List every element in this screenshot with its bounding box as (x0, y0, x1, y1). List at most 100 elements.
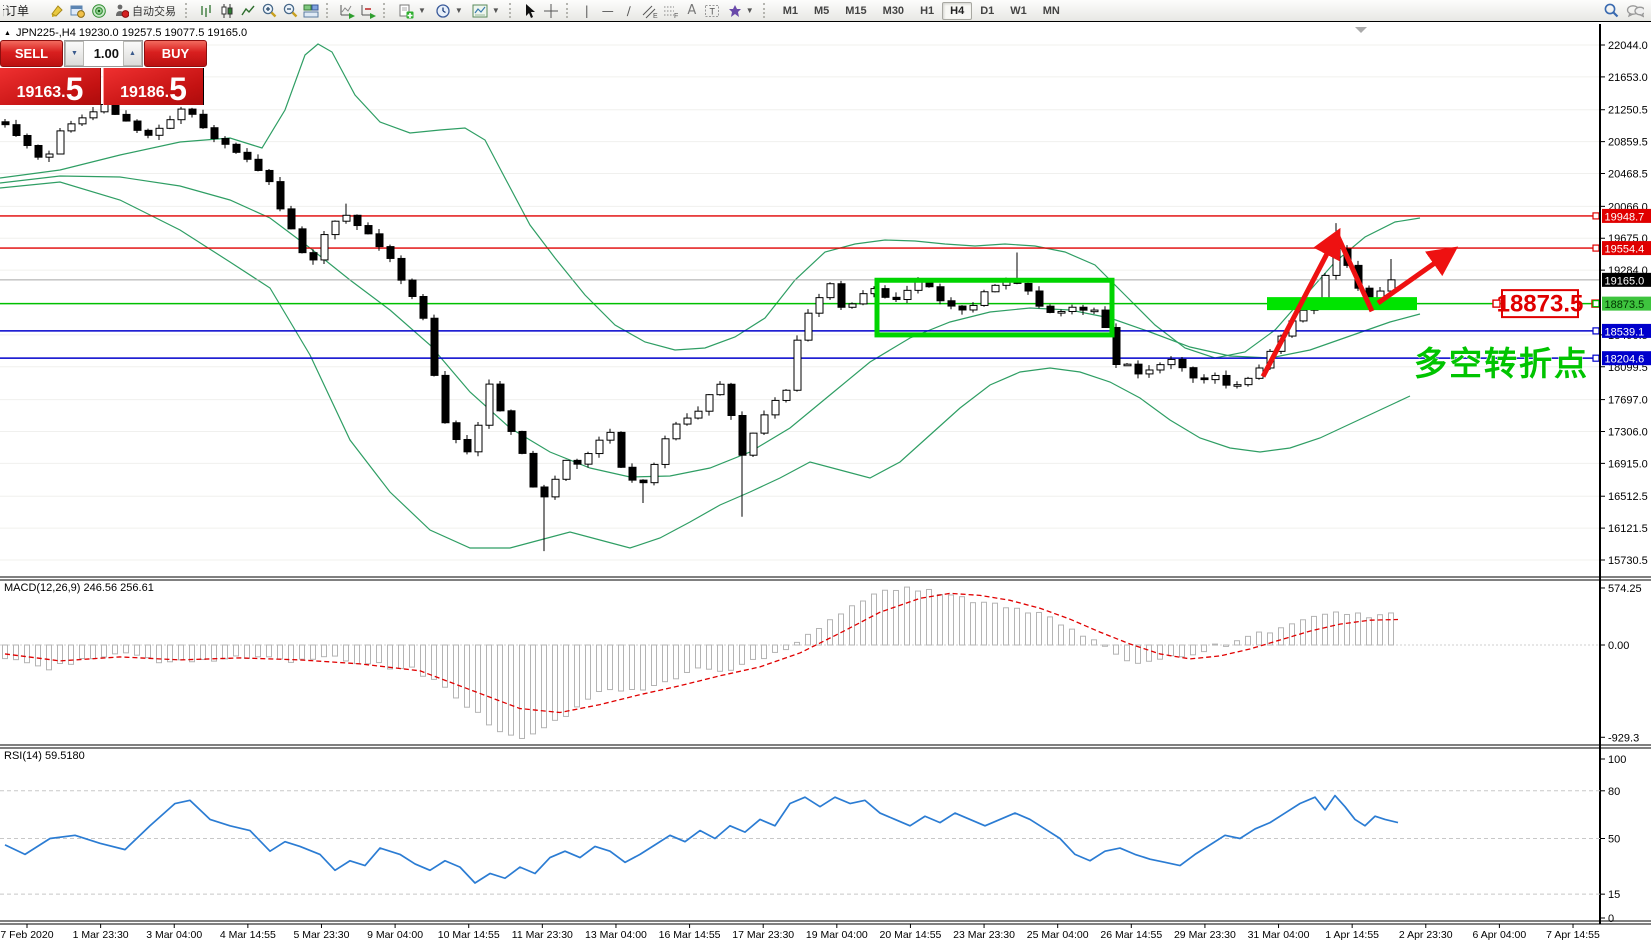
fibo-letter: F (674, 13, 678, 19)
timeframe-m5[interactable]: M5 (813, 4, 830, 17)
svg-text:0.00: 0.00 (1608, 640, 1629, 652)
svg-text:1 Mar 23:30: 1 Mar 23:30 (73, 929, 129, 941)
zoom-out-icon[interactable] (281, 2, 299, 20)
volume-decrease-button[interactable]: ▼ (65, 41, 84, 66)
autotrading-icon (116, 4, 129, 18)
add-indicator-icon[interactable] (359, 2, 377, 20)
timeframe-h1[interactable]: H1 (920, 4, 935, 17)
main-toolbar: 新订单 自动交易 (0, 0, 1651, 22)
svg-text:18873.5: 18873.5 (1605, 299, 1645, 311)
svg-text:17 Mar 23:30: 17 Mar 23:30 (732, 929, 794, 941)
tile-windows-icon[interactable] (302, 2, 320, 20)
template-icon (472, 4, 488, 17)
channel-letter: E (653, 13, 658, 19)
macd-signal-line (4, 592, 1399, 714)
zigzag-down-stroke (1334, 233, 1375, 313)
chat-icon[interactable] (1626, 2, 1644, 20)
timeframe-m15[interactable]: M15 (845, 4, 867, 17)
svg-text:25 Mar 04:00: 25 Mar 04:00 (1027, 929, 1089, 941)
svg-text:20 Mar 14:55: 20 Mar 14:55 (880, 929, 942, 941)
new-order-button[interactable]: 新订单 (3, 2, 45, 20)
text-label-tool-icon[interactable]: T (704, 2, 722, 20)
text-tool-icon[interactable]: A (687, 3, 697, 18)
volume-increase-button[interactable]: ▲ (123, 41, 142, 66)
indicators-list-icon[interactable] (338, 2, 356, 20)
svg-text:50: 50 (1608, 834, 1620, 846)
toolbar-separator (383, 3, 389, 18)
svg-text:18204.6: 18204.6 (1605, 354, 1645, 366)
highlighter-icon[interactable] (48, 2, 66, 20)
sell-price-pips: 5 (65, 71, 84, 107)
timeframe-bar: M1 M5 M15 M30 H1 H4 D1 W1 MN (775, 1, 1068, 20)
fibonacci-tool-icon[interactable]: F (662, 2, 680, 20)
sell-price-dot: . (61, 84, 66, 101)
bar-chart-type-icon[interactable] (197, 2, 215, 20)
periods-button[interactable]: ▼ (432, 2, 466, 20)
chart-title: ▲ JPN225-,H4 19230.0 19257.5 19077.5 191… (4, 27, 247, 39)
consolidation-box-annotation (874, 277, 1115, 338)
svg-text:100: 100 (1608, 754, 1626, 766)
price-tag: 18873.5 (1602, 296, 1651, 311)
toolbar-separator (326, 3, 332, 18)
sell-button[interactable]: SELL (0, 40, 63, 67)
price-label-text: 18873.5 (1497, 291, 1584, 318)
vertical-line-tool-icon[interactable]: | (584, 3, 589, 18)
timeframe-h4[interactable]: H4 (942, 1, 973, 20)
rsi-label: RSI(14) 59.5180 (4, 750, 85, 762)
svg-text:17697.0: 17697.0 (1608, 395, 1648, 407)
svg-text:19165.0: 19165.0 (1605, 275, 1645, 287)
market-watch-icon[interactable] (69, 2, 87, 20)
dropdown-arrow-icon: ▼ (745, 6, 754, 15)
navigator-icon[interactable] (90, 2, 108, 20)
zoom-in-icon[interactable] (260, 2, 278, 20)
svg-text:5 Mar 23:30: 5 Mar 23:30 (293, 929, 349, 941)
chart-canvas[interactable]: 18873.5 多空转折点 22044.0 21653.0 21250.5 20859.5… (0, 24, 1651, 944)
templates-button[interactable]: ▼ (469, 2, 503, 20)
toolbar-separator (565, 3, 572, 18)
volume-control: ▼ 1.00 ▲ (64, 40, 143, 67)
svg-text:3 Mar 04:00: 3 Mar 04:00 (146, 929, 202, 941)
autotrading-label: 自动交易 (132, 5, 176, 18)
svg-text:31 Mar 04:00: 31 Mar 04:00 (1248, 929, 1310, 941)
timeframe-mn[interactable]: MN (1042, 4, 1060, 17)
buy-price-main: 19186 (120, 84, 165, 101)
sell-price-display[interactable]: 19163 . 5 (0, 68, 101, 105)
toolbar-right-group (1602, 2, 1648, 20)
svg-text:16512.5: 16512.5 (1608, 491, 1648, 503)
timeframe-m30[interactable]: M30 (882, 4, 905, 17)
toolbar-separator (508, 3, 515, 18)
svg-text:20859.5: 20859.5 (1608, 137, 1648, 149)
timeframe-d1[interactable]: D1 (980, 4, 995, 17)
channel-tool-icon[interactable]: E (641, 2, 659, 20)
clock-icon (436, 3, 450, 18)
trendline-tool-icon[interactable]: ∕ (626, 3, 631, 18)
arrows-tool-button[interactable]: ▼ (725, 2, 757, 20)
svg-text:16 Mar 14:55: 16 Mar 14:55 (659, 929, 721, 941)
price-tag: 19948.7 (1602, 208, 1651, 223)
price-tag: 19165.0 (1602, 272, 1651, 287)
new-chart-button[interactable]: ▼ (395, 2, 429, 20)
buy-price-display[interactable]: 19186 . 5 (103, 68, 204, 105)
collapse-triangle-icon[interactable]: ▲ (4, 29, 11, 37)
horizontal-line-tool-icon[interactable]: — (601, 3, 614, 18)
svg-text:16121.5: 16121.5 (1608, 523, 1648, 535)
dropdown-arrow-icon: ▼ (454, 6, 463, 15)
toolbar-separator (762, 3, 769, 18)
crosshair-tool-icon[interactable] (542, 2, 560, 20)
search-icon[interactable] (1602, 2, 1620, 20)
volume-value[interactable]: 1.00 (93, 46, 119, 61)
dropdown-arrow-icon: ▼ (418, 6, 426, 15)
new-chart-icon (399, 4, 414, 18)
rsi-panel: RSI(14) 59.5180 100 80 50 15 0 (0, 750, 1626, 925)
timeframe-w1[interactable]: W1 (1010, 4, 1027, 17)
symbol-ohlc-text: JPN225-,H4 19230.0 19257.5 19077.5 19165… (15, 27, 248, 39)
bollinger-lower (0, 181, 1411, 549)
line-chart-type-icon[interactable] (239, 2, 257, 20)
svg-text:10 Mar 14:55: 10 Mar 14:55 (438, 929, 500, 941)
autotrading-button[interactable]: 自动交易 (111, 2, 179, 20)
candlestick-type-icon[interactable] (218, 2, 236, 20)
cursor-tool-icon[interactable] (521, 2, 539, 20)
buy-button[interactable]: BUY (144, 40, 207, 67)
timeframe-m1[interactable]: M1 (782, 4, 798, 17)
